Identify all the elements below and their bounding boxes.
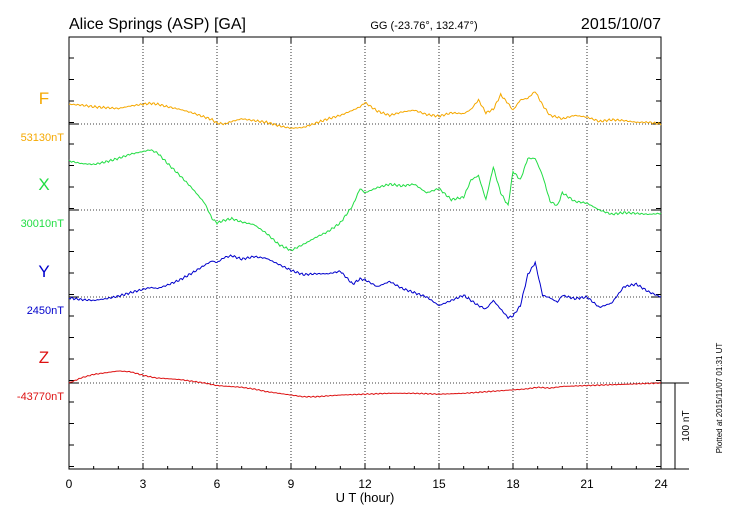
station-title: Alice Springs (ASP) [GA] xyxy=(69,16,246,33)
x-tick-label: 15 xyxy=(432,477,446,491)
x-tick-labels: 0 3 6 9 12 15 18 21 24 xyxy=(66,37,668,491)
x-tick-label: 12 xyxy=(358,477,372,491)
x-tick-label: 9 xyxy=(288,477,295,491)
x-tick-label: 18 xyxy=(506,477,520,491)
x-axis-label: U T (hour) xyxy=(336,490,395,505)
x-tick-label: 6 xyxy=(214,477,221,491)
series-line-x xyxy=(68,149,662,252)
x-tick-label: 24 xyxy=(654,477,668,491)
series-line-y xyxy=(68,254,662,320)
component-baseline-y: 2450nT xyxy=(27,305,65,317)
component-letter-x: X xyxy=(38,175,49,194)
component-baseline-f: 53130nT xyxy=(21,132,65,144)
component-baseline-x: 30010nT xyxy=(21,218,65,230)
plotted-at-note: Plotted at 2015/11/07 01:31 UT xyxy=(715,343,724,454)
baseline-tick-marks xyxy=(69,57,661,467)
chart-date: 2015/10/07 xyxy=(581,16,661,33)
x-tick-label: 3 xyxy=(140,477,147,491)
station-coordinates: GG (-23.76°, 132.47°) xyxy=(370,20,477,32)
component-letter-f: F xyxy=(39,89,49,108)
scale-bar: 100 nT xyxy=(661,382,692,470)
x-tick-label: 0 xyxy=(66,477,73,491)
x-tick-label: 21 xyxy=(580,477,594,491)
series-line-f xyxy=(68,91,662,130)
component-labels: F 53130nT X 30010nT Y 2450nT Z -43770nT xyxy=(17,89,64,403)
scale-bar-label: 100 nT xyxy=(681,410,692,441)
component-letter-y: Y xyxy=(38,262,49,281)
series-line-z xyxy=(68,370,662,398)
component-letter-z: Z xyxy=(39,348,49,367)
series-lines xyxy=(68,91,662,398)
grid-lines xyxy=(69,37,661,469)
component-baseline-z: -43770nT xyxy=(17,391,64,403)
